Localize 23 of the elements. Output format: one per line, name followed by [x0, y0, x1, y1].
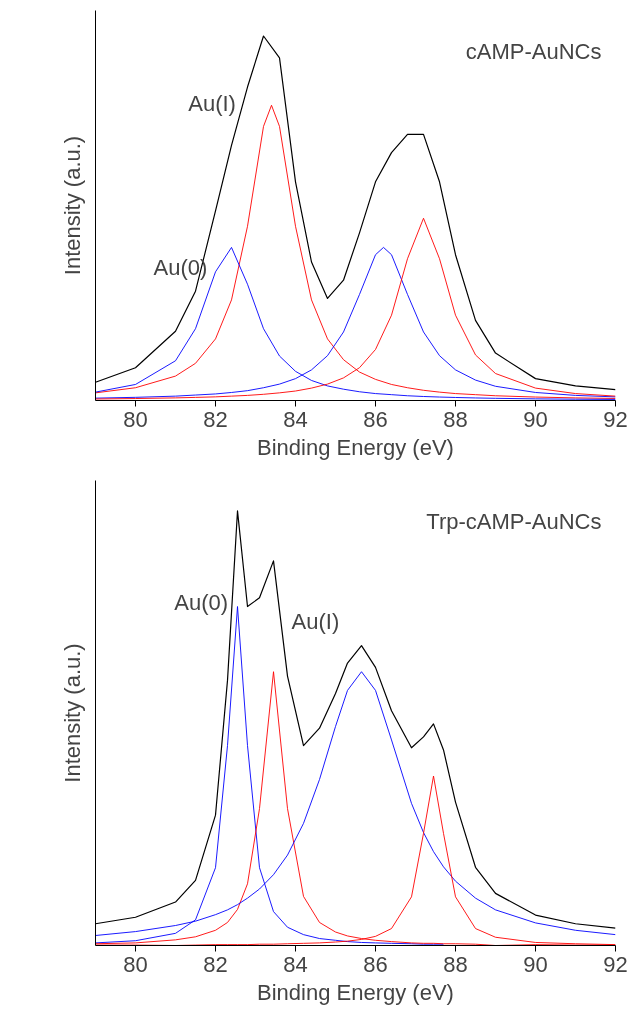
annotation: Au(I): [291, 608, 340, 634]
x-tick-label: 86: [363, 951, 388, 977]
x-tick-label: 82: [203, 951, 228, 977]
x-tick-label: 82: [203, 406, 228, 432]
x-tick-label: 92: [603, 406, 628, 432]
x-tick-label: 90: [523, 406, 548, 432]
x-tick-label: 88: [443, 406, 468, 432]
x-tick-label: 86: [363, 406, 388, 432]
y-axis-title: Intensity (a.u.): [59, 135, 85, 276]
x-tick-label: 90: [523, 951, 548, 977]
x-tick-label: 80: [123, 406, 148, 432]
annotation: Au(0): [174, 590, 229, 616]
x-tick-label: 88: [443, 951, 468, 977]
annotation: Trp-cAMP-AuNCs: [426, 508, 602, 534]
x-tick-label: 80: [123, 951, 148, 977]
x-axis-title: Binding Energy (eV): [257, 979, 454, 1005]
x-tick-label: 92: [603, 951, 628, 977]
x-axis-title: Binding Energy (eV): [257, 434, 454, 460]
annotation: Au(I): [188, 90, 236, 116]
annotation: cAMP-AuNCs: [465, 38, 602, 64]
x-tick-label: 84: [283, 951, 308, 977]
x-tick-label: 84: [283, 406, 308, 432]
y-axis-title: Intensity (a.u.): [59, 643, 85, 783]
